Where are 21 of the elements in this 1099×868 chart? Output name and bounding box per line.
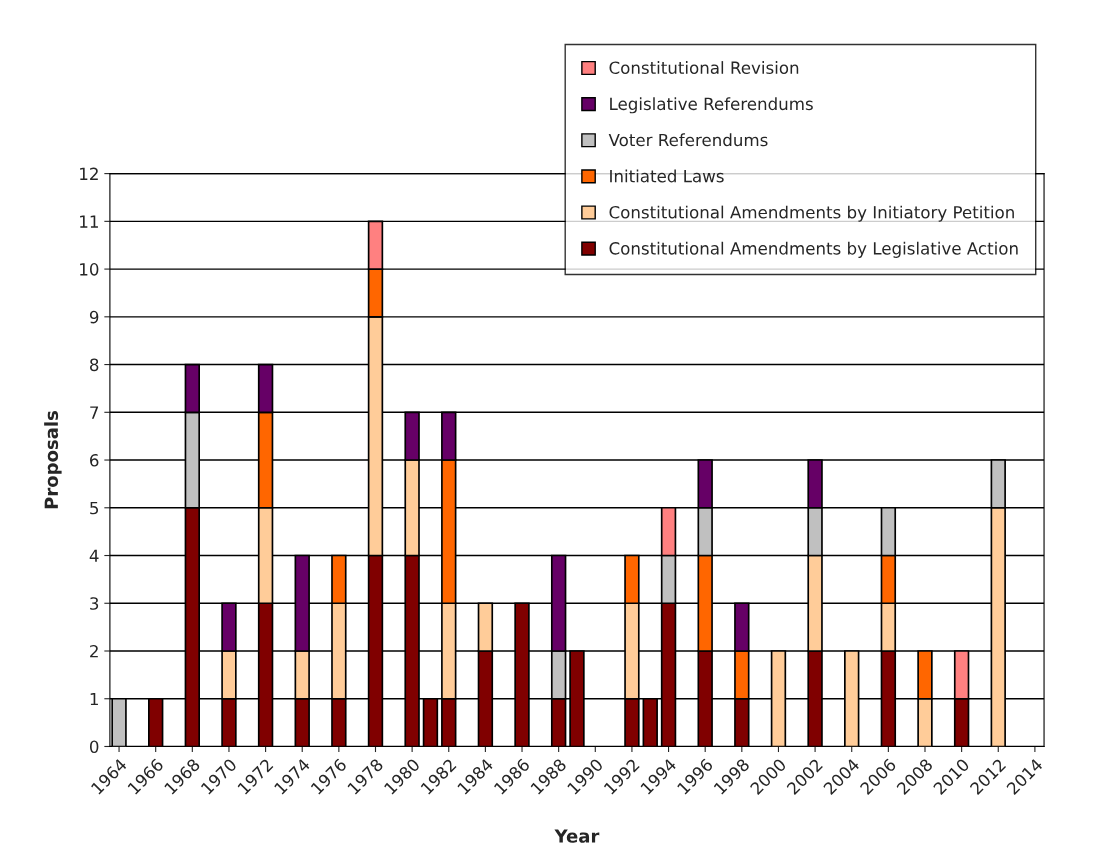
x-axis-title: Year [554, 829, 600, 843]
y-tick-label: 9 [89, 310, 99, 324]
legend-label: Constitutional Revision [609, 61, 799, 75]
legend-label: Initiated Laws [610, 169, 724, 183]
legend-label: Constitutional Amendments by Initiatory Petition [609, 205, 1014, 222]
legend-label: Legislative Referendums [610, 97, 813, 114]
y-tick-label: 6 [90, 454, 99, 467]
y-tick-label: 5 [90, 501, 99, 515]
y-tick-label: 2 [90, 644, 98, 658]
legend-label: Voter Referendums [608, 133, 768, 147]
y-tick-label: 8 [90, 358, 99, 372]
y-axis-title: Proposals [44, 411, 62, 509]
y-tick-label: 10 [80, 263, 99, 276]
y-tick-label: 12 [80, 167, 98, 180]
y-tick-label: 1 [90, 692, 98, 706]
legend-label: Constitutional Amendments by Legislative Action [609, 241, 1018, 258]
y-tick-label: 0 [89, 740, 99, 754]
y-tick-label: 4 [89, 549, 99, 562]
y-tick-label: 7 [90, 406, 99, 419]
y-tick-label: 11 [80, 215, 98, 228]
y-tick-label: 3 [90, 597, 99, 610]
